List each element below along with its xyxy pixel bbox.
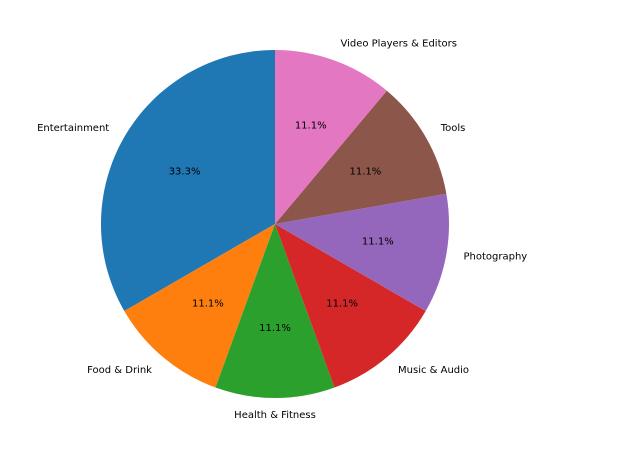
pie-slice-entertainment: [100, 50, 275, 311]
pie-slice-health-and-fitness: [215, 224, 335, 398]
pie-percent-labels: 33.3% 11.1% 11.1% 11.1% 11.1% 11.1% 11.1%: [169, 120, 394, 334]
pie-percent-label-music-and-audio: 11.1%: [326, 298, 358, 309]
pie-percent-label-food-and-drink: 11.1%: [192, 298, 224, 309]
pie-label-food-and-drink: Food & Drink: [87, 365, 152, 376]
pie-label-video-players-and-editors: Video Players & Editors: [340, 39, 456, 50]
pie-slice-tools: [275, 90, 447, 224]
pie-slice-photography: [275, 193, 449, 311]
pie-label-music-and-audio: Music & Audio: [398, 365, 469, 376]
pie-label-photography: Photography: [463, 252, 527, 263]
pie-percent-label-tools: 11.1%: [350, 166, 382, 177]
pie-percent-label-video-players-and-editors: 11.1%: [295, 120, 327, 131]
pie-slices: [100, 50, 449, 398]
pie-label-entertainment: Entertainment: [37, 123, 109, 134]
pie-label-tools: Tools: [440, 123, 466, 134]
pie-percent-label-photography: 11.1%: [362, 237, 394, 248]
pie-slice-music-and-audio: [275, 224, 426, 388]
pie-category-labels: Entertainment Food & Drink Health & Fitnes…: [37, 39, 527, 421]
pie-slice-food-and-drink: [124, 224, 275, 388]
pie-percent-label-entertainment: 33.3%: [169, 166, 201, 177]
pie-percent-label-health-and-fitness: 11.1%: [259, 323, 291, 334]
pie-slice-video-players-and-editors: [275, 50, 387, 224]
pie-label-health-and-fitness: Health & Fitness: [234, 410, 316, 421]
